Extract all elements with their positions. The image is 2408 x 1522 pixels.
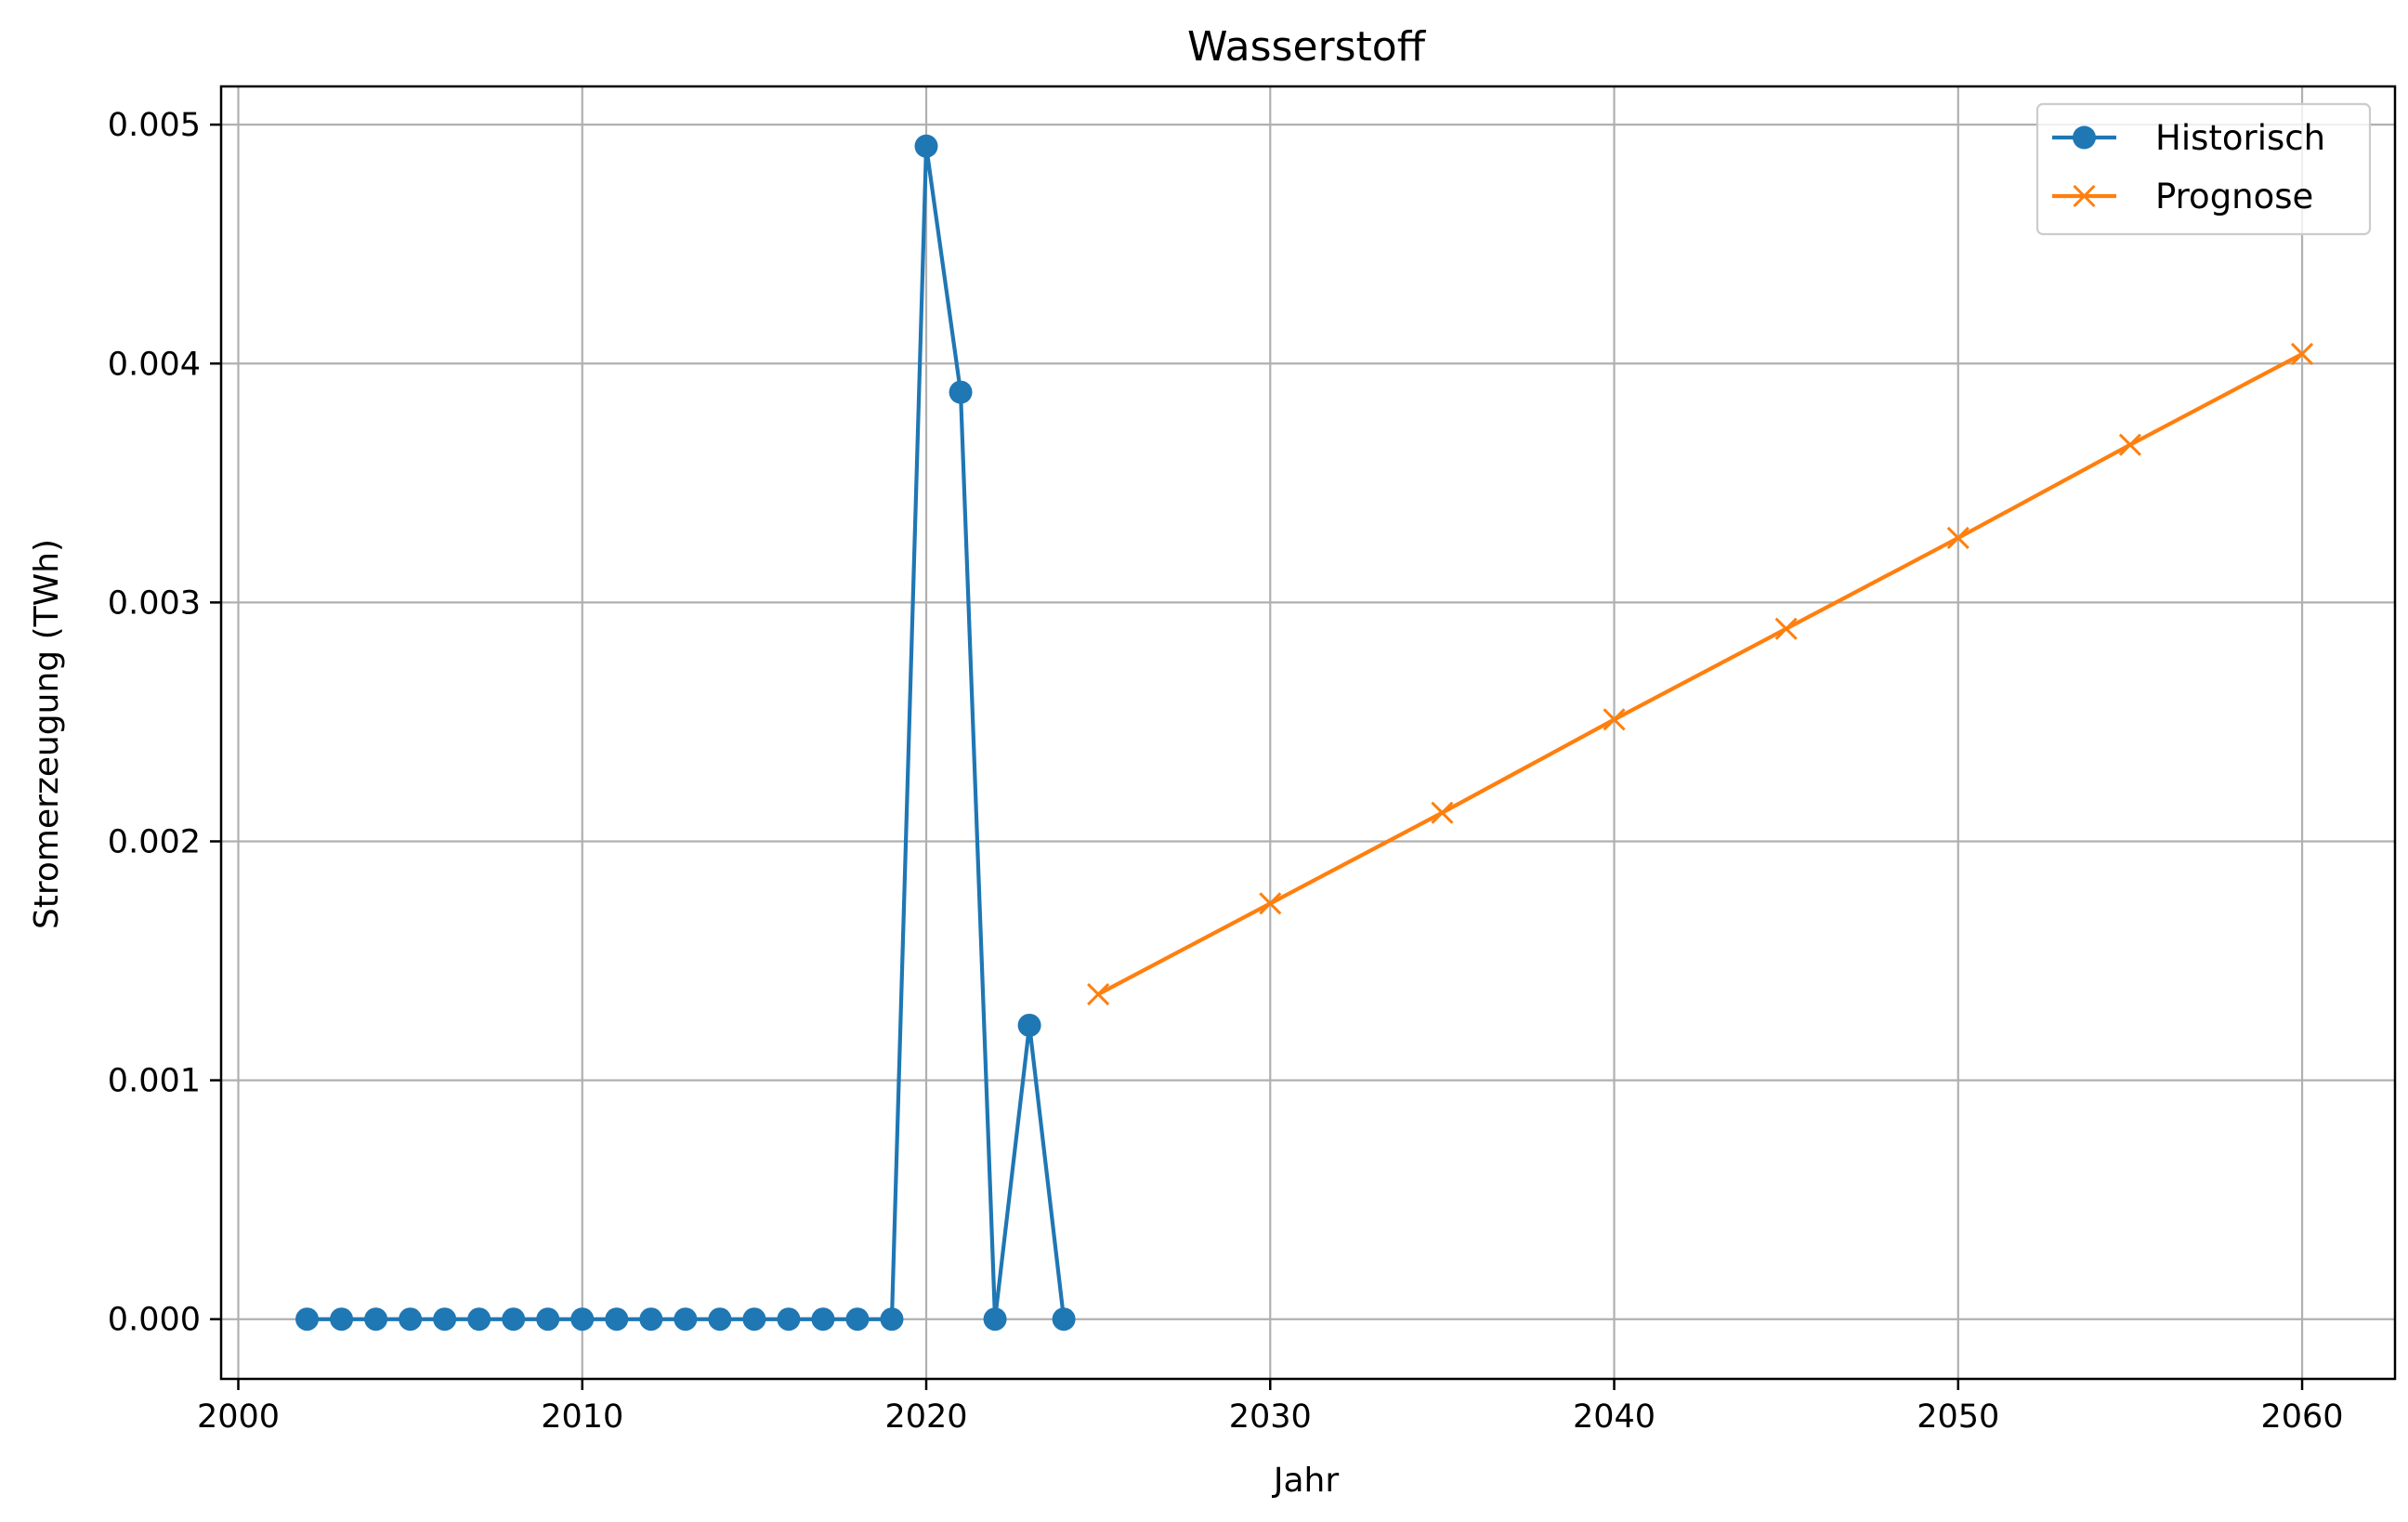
data-point xyxy=(983,1307,1007,1332)
data-point xyxy=(1259,892,1282,915)
y-tick-label: 0.001 xyxy=(108,1063,201,1100)
x-tick-label: 2050 xyxy=(1917,1398,1999,1436)
x-axis-ticks: 2000 2010 2020 2030 2040 2050 2060 xyxy=(197,1379,2344,1436)
data-point xyxy=(1017,1013,1041,1037)
data-point xyxy=(330,1307,354,1332)
data-point xyxy=(1431,801,1454,824)
y-axis-label: Stromerzeugung (TWh) xyxy=(28,539,66,929)
data-point xyxy=(1774,617,1798,640)
x-tick-label: 2000 xyxy=(197,1398,280,1436)
data-point xyxy=(1087,982,1110,1006)
x-axis-label: Jahr xyxy=(1272,1462,1339,1500)
y-tick-label: 0.002 xyxy=(108,823,201,860)
data-point xyxy=(2290,342,2314,366)
data-point xyxy=(467,1307,491,1332)
legend-items: Historisch Prognose xyxy=(2052,118,2325,216)
series-line xyxy=(1097,352,2304,996)
legend-item-historisch: Historisch xyxy=(2052,118,2325,158)
series-historisch xyxy=(295,134,1076,1332)
data-point xyxy=(1946,526,1970,550)
data-point xyxy=(502,1307,526,1332)
data-point xyxy=(708,1307,732,1332)
data-point xyxy=(295,1307,320,1332)
y-tick-label: 0.000 xyxy=(108,1302,201,1339)
data-point xyxy=(364,1307,388,1332)
data-point xyxy=(2073,184,2096,208)
series-layer xyxy=(295,134,2314,1332)
legend-box xyxy=(2035,102,2372,236)
data-point xyxy=(2118,433,2141,456)
data-point xyxy=(433,1307,457,1332)
data-point xyxy=(949,380,973,404)
legend-label: Prognose xyxy=(2155,177,2313,216)
data-point xyxy=(811,1307,835,1332)
y-tick-label: 0.003 xyxy=(108,584,201,622)
x-tick-label: 2060 xyxy=(2260,1398,2343,1436)
data-point xyxy=(674,1307,698,1332)
y-tick-label: 0.004 xyxy=(108,346,201,383)
series-prognose xyxy=(1087,342,2314,1006)
data-point xyxy=(880,1307,904,1332)
data-point xyxy=(399,1307,423,1332)
data-point xyxy=(605,1307,629,1332)
data-point xyxy=(639,1307,663,1332)
legend-item-prognose: Prognose xyxy=(2052,177,2313,216)
x-tick-label: 2030 xyxy=(1229,1398,1312,1436)
data-point xyxy=(2073,125,2096,150)
y-axis-ticks: 0.000 0.001 0.002 0.003 0.004 0.005 xyxy=(108,107,221,1339)
y-tick-label: 0.005 xyxy=(108,107,201,144)
data-point xyxy=(845,1307,870,1332)
data-point xyxy=(742,1307,766,1332)
data-point xyxy=(1052,1307,1076,1332)
x-tick-label: 2010 xyxy=(541,1398,623,1436)
x-tick-label: 2020 xyxy=(884,1398,967,1436)
data-point xyxy=(1603,708,1626,731)
plot-frame xyxy=(219,85,2397,1381)
legend: Historisch Prognose xyxy=(2035,102,2372,236)
data-point xyxy=(914,134,938,158)
data-point xyxy=(536,1307,560,1332)
data-point xyxy=(777,1307,801,1332)
legend-label: Historisch xyxy=(2155,118,2325,158)
data-point xyxy=(570,1307,595,1332)
x-tick-label: 2040 xyxy=(1573,1398,1656,1436)
chart-title: Wasserstoff xyxy=(1187,23,1427,71)
